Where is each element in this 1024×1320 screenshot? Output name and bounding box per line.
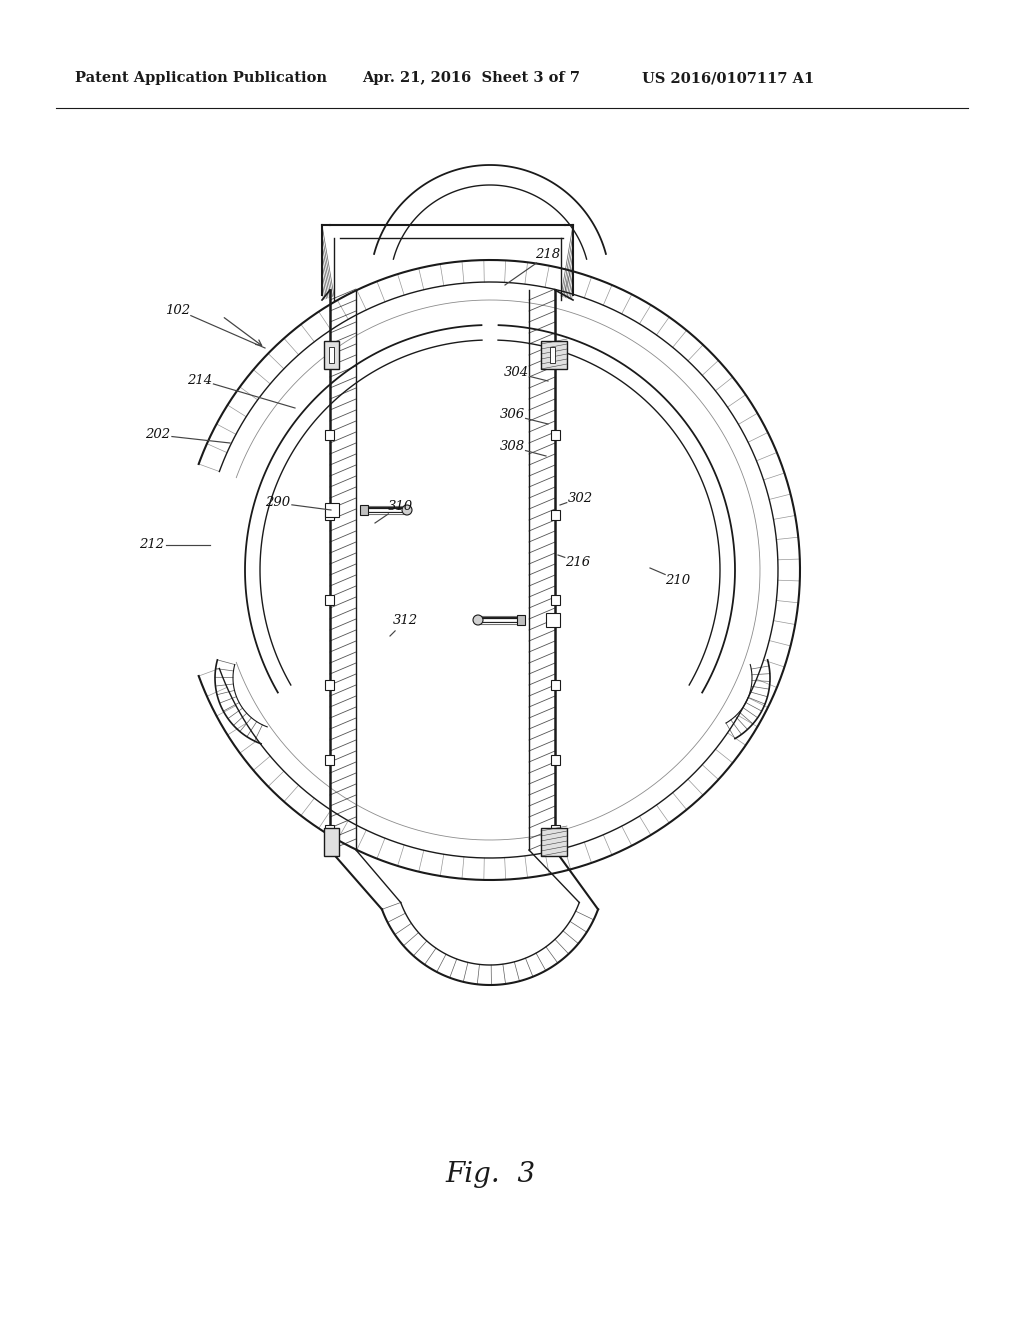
FancyBboxPatch shape bbox=[517, 615, 525, 624]
Text: 312: 312 bbox=[392, 615, 418, 627]
FancyBboxPatch shape bbox=[325, 680, 334, 690]
FancyBboxPatch shape bbox=[325, 430, 334, 440]
Text: 212: 212 bbox=[139, 539, 165, 552]
Text: 216: 216 bbox=[565, 556, 591, 569]
FancyBboxPatch shape bbox=[551, 755, 560, 766]
FancyBboxPatch shape bbox=[551, 825, 560, 836]
Text: US 2016/0107117 A1: US 2016/0107117 A1 bbox=[642, 71, 814, 84]
FancyBboxPatch shape bbox=[325, 352, 334, 363]
FancyBboxPatch shape bbox=[551, 352, 560, 363]
Text: 306: 306 bbox=[500, 408, 524, 421]
FancyBboxPatch shape bbox=[541, 341, 567, 370]
Text: 210: 210 bbox=[666, 573, 690, 586]
FancyBboxPatch shape bbox=[551, 430, 560, 440]
Text: 102: 102 bbox=[166, 304, 190, 317]
Text: Fig.  3: Fig. 3 bbox=[445, 1162, 536, 1188]
Text: Patent Application Publication: Patent Application Publication bbox=[75, 71, 327, 84]
FancyBboxPatch shape bbox=[551, 680, 560, 690]
FancyBboxPatch shape bbox=[551, 595, 560, 605]
FancyBboxPatch shape bbox=[324, 341, 339, 370]
FancyBboxPatch shape bbox=[360, 506, 368, 515]
Circle shape bbox=[402, 506, 412, 515]
FancyBboxPatch shape bbox=[325, 503, 339, 517]
Text: 202: 202 bbox=[145, 429, 171, 441]
FancyBboxPatch shape bbox=[541, 828, 567, 855]
FancyBboxPatch shape bbox=[550, 347, 555, 363]
Text: 302: 302 bbox=[567, 491, 593, 504]
FancyBboxPatch shape bbox=[329, 347, 334, 363]
FancyBboxPatch shape bbox=[551, 510, 560, 520]
Text: 218: 218 bbox=[536, 248, 560, 261]
Text: 308: 308 bbox=[500, 441, 524, 454]
FancyBboxPatch shape bbox=[325, 755, 334, 766]
FancyBboxPatch shape bbox=[325, 825, 334, 836]
FancyBboxPatch shape bbox=[546, 612, 560, 627]
Text: 214: 214 bbox=[187, 374, 213, 387]
Text: 290: 290 bbox=[265, 496, 291, 510]
Text: 310: 310 bbox=[387, 499, 413, 512]
Text: 304: 304 bbox=[504, 367, 528, 380]
Circle shape bbox=[473, 615, 483, 624]
FancyBboxPatch shape bbox=[325, 510, 334, 520]
FancyBboxPatch shape bbox=[324, 828, 339, 855]
Text: Apr. 21, 2016  Sheet 3 of 7: Apr. 21, 2016 Sheet 3 of 7 bbox=[362, 71, 580, 84]
FancyBboxPatch shape bbox=[325, 595, 334, 605]
